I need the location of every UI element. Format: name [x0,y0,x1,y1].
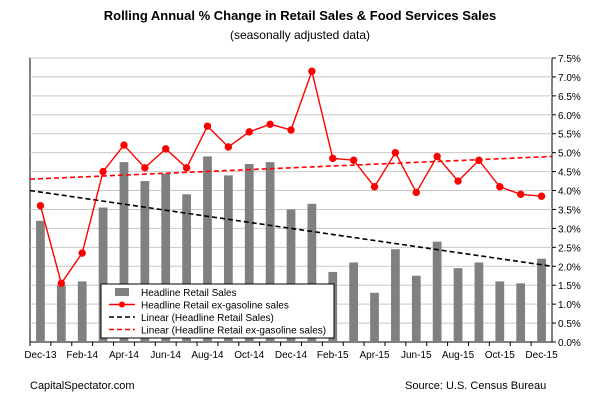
y-tick-label: 6.0% [558,111,581,122]
y-tick-label: 5.0% [558,149,581,160]
x-tick-label: Feb-14 [66,350,98,361]
x-tick-label: Apr-15 [360,350,390,361]
y-tick-label: 4.0% [558,187,581,198]
y-tick-label: 0.5% [558,319,581,330]
data-point [496,183,504,191]
bar [495,281,505,342]
y-tick-label: 3.5% [558,205,581,216]
data-point [99,167,107,176]
data-point [308,67,316,75]
chart-title: Rolling Annual % Change in Retail Sales … [103,8,497,23]
data-point [245,128,253,136]
bar [516,283,526,342]
legend-label: Linear (Headline Retail ex-gasoline sale… [141,326,326,337]
bar [77,281,87,342]
y-tick-label: 6.5% [558,92,581,103]
legend-label: Headline Retail ex-gasoline sales [141,301,289,312]
x-tick-label: Feb-15 [317,350,349,361]
y-tick-label: 3.0% [558,224,581,235]
data-point [537,192,546,200]
y-tick-label: 2.0% [558,262,581,273]
legend-label: Headline Retail Sales [141,288,237,299]
data-point [349,156,358,164]
data-point [329,154,337,163]
source-text: Source: U.S. Census Bureau [405,380,547,392]
data-point [266,120,274,128]
data-point [141,164,149,172]
data-point [516,190,525,199]
y-tick-label: 2.5% [558,243,581,254]
bar [203,156,212,342]
bar [56,285,66,342]
bar [36,220,45,342]
data-point [203,122,212,130]
data-point [412,188,420,197]
x-tick-label: Dec-13 [24,350,57,361]
legend-layer: Headline Retail Sales Headline Retail ex-… [100,283,335,339]
y-tick-label: 0.0% [558,338,581,349]
data-point [454,177,462,185]
bar [265,162,275,342]
bar [98,207,108,342]
y-tick-label: 1.0% [558,300,581,311]
bar [474,262,484,342]
line-layer [36,67,546,288]
bar [349,262,359,342]
chart-subtitle: (seasonally adjusted data) [229,28,371,42]
y-tick-label: 4.5% [558,168,581,179]
y-tick-label: 7.5% [558,54,581,65]
legend-swatch [115,288,129,296]
trend-layer [29,155,553,268]
bar [537,258,546,342]
y-tick-label: 7.0% [558,73,581,84]
y-tick-label: 5.5% [558,130,581,141]
bar [286,209,296,342]
x-tick-label: Oct-14 [234,350,264,361]
data-point [475,156,483,164]
data-point [57,279,66,288]
data-point [36,201,45,210]
bar [119,162,129,342]
bar [391,249,400,342]
data-point [78,249,86,257]
x-tick-label: Jun-14 [150,350,181,361]
data-point [120,141,128,149]
bar [370,292,379,342]
data-point [287,126,295,134]
data-point [391,148,400,157]
legend-label: Linear (Headline Retail Sales) [141,313,274,324]
bar [432,241,442,342]
x-tick-label: Jun-15 [401,350,432,361]
legend-box [100,283,335,339]
axis-layer: 0.0% 0.5% 1.0% 1.5% 2.0% 2.5% 3.0% 3.5% 4.0% 4.5%… [24,54,581,361]
x-tick-label: Dec-15 [525,350,558,361]
x-tick-label: Dec-14 [275,350,308,361]
data-point [224,143,233,151]
bar [307,203,317,342]
data-point [370,183,379,191]
bar [140,181,150,342]
bar-layer [36,156,546,342]
legend-marker [119,301,125,308]
trendline [29,155,553,180]
bar [453,268,463,342]
bar [411,275,421,342]
data-point [162,145,170,153]
y-tick-label: 1.5% [558,281,581,292]
x-tick-label: Aug-15 [442,350,475,361]
data-point [433,152,441,161]
x-tick-label: Oct-15 [485,350,515,361]
x-tick-label: Aug-14 [191,350,224,361]
credit-text: CapitalSpectator.com [30,380,135,392]
data-point [182,164,191,172]
x-tick-label: Apr-14 [109,350,139,361]
bar [244,164,254,342]
bar [161,173,171,342]
bar [223,175,233,342]
bar [182,194,191,342]
